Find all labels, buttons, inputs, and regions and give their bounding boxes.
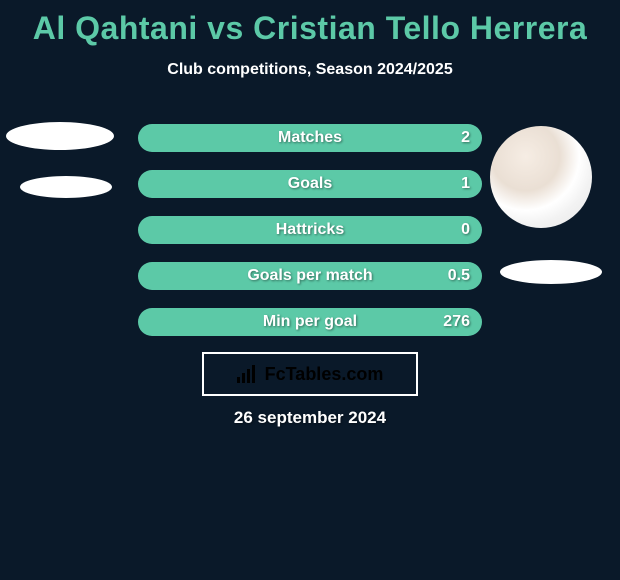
page-title: Al Qahtani vs Cristian Tello Herrera [0, 0, 620, 47]
player-left-avatar-group [6, 122, 126, 198]
stat-row: Matches 2 [138, 124, 482, 152]
stat-label: Hattricks [138, 216, 482, 244]
stat-value-right: 276 [443, 308, 470, 336]
avatar-placeholder-ellipse [6, 122, 114, 150]
source-logo-text: FcTables.com [265, 364, 384, 385]
stat-label: Goals [138, 170, 482, 198]
date-stamp: 26 september 2024 [0, 408, 620, 428]
avatar-placeholder-ellipse [500, 260, 602, 284]
stat-value-right: 2 [461, 124, 470, 152]
stat-label: Goals per match [138, 262, 482, 290]
stat-row: Hattricks 0 [138, 216, 482, 244]
stat-row: Min per goal 276 [138, 308, 482, 336]
stat-row: Goals 1 [138, 170, 482, 198]
chart-icon [237, 365, 259, 383]
stat-value-right: 0 [461, 216, 470, 244]
stat-label: Matches [138, 124, 482, 152]
player-right-avatar [490, 126, 592, 228]
stat-value-right: 1 [461, 170, 470, 198]
avatar-placeholder-ellipse [20, 176, 112, 198]
stat-label: Min per goal [138, 308, 482, 336]
stats-bars: Matches 2 Goals 1 Hattricks 0 Goals per … [138, 124, 482, 354]
stat-row: Goals per match 0.5 [138, 262, 482, 290]
subtitle: Club competitions, Season 2024/2025 [0, 61, 620, 79]
source-logo: FcTables.com [202, 352, 418, 396]
stat-value-right: 0.5 [448, 262, 470, 290]
